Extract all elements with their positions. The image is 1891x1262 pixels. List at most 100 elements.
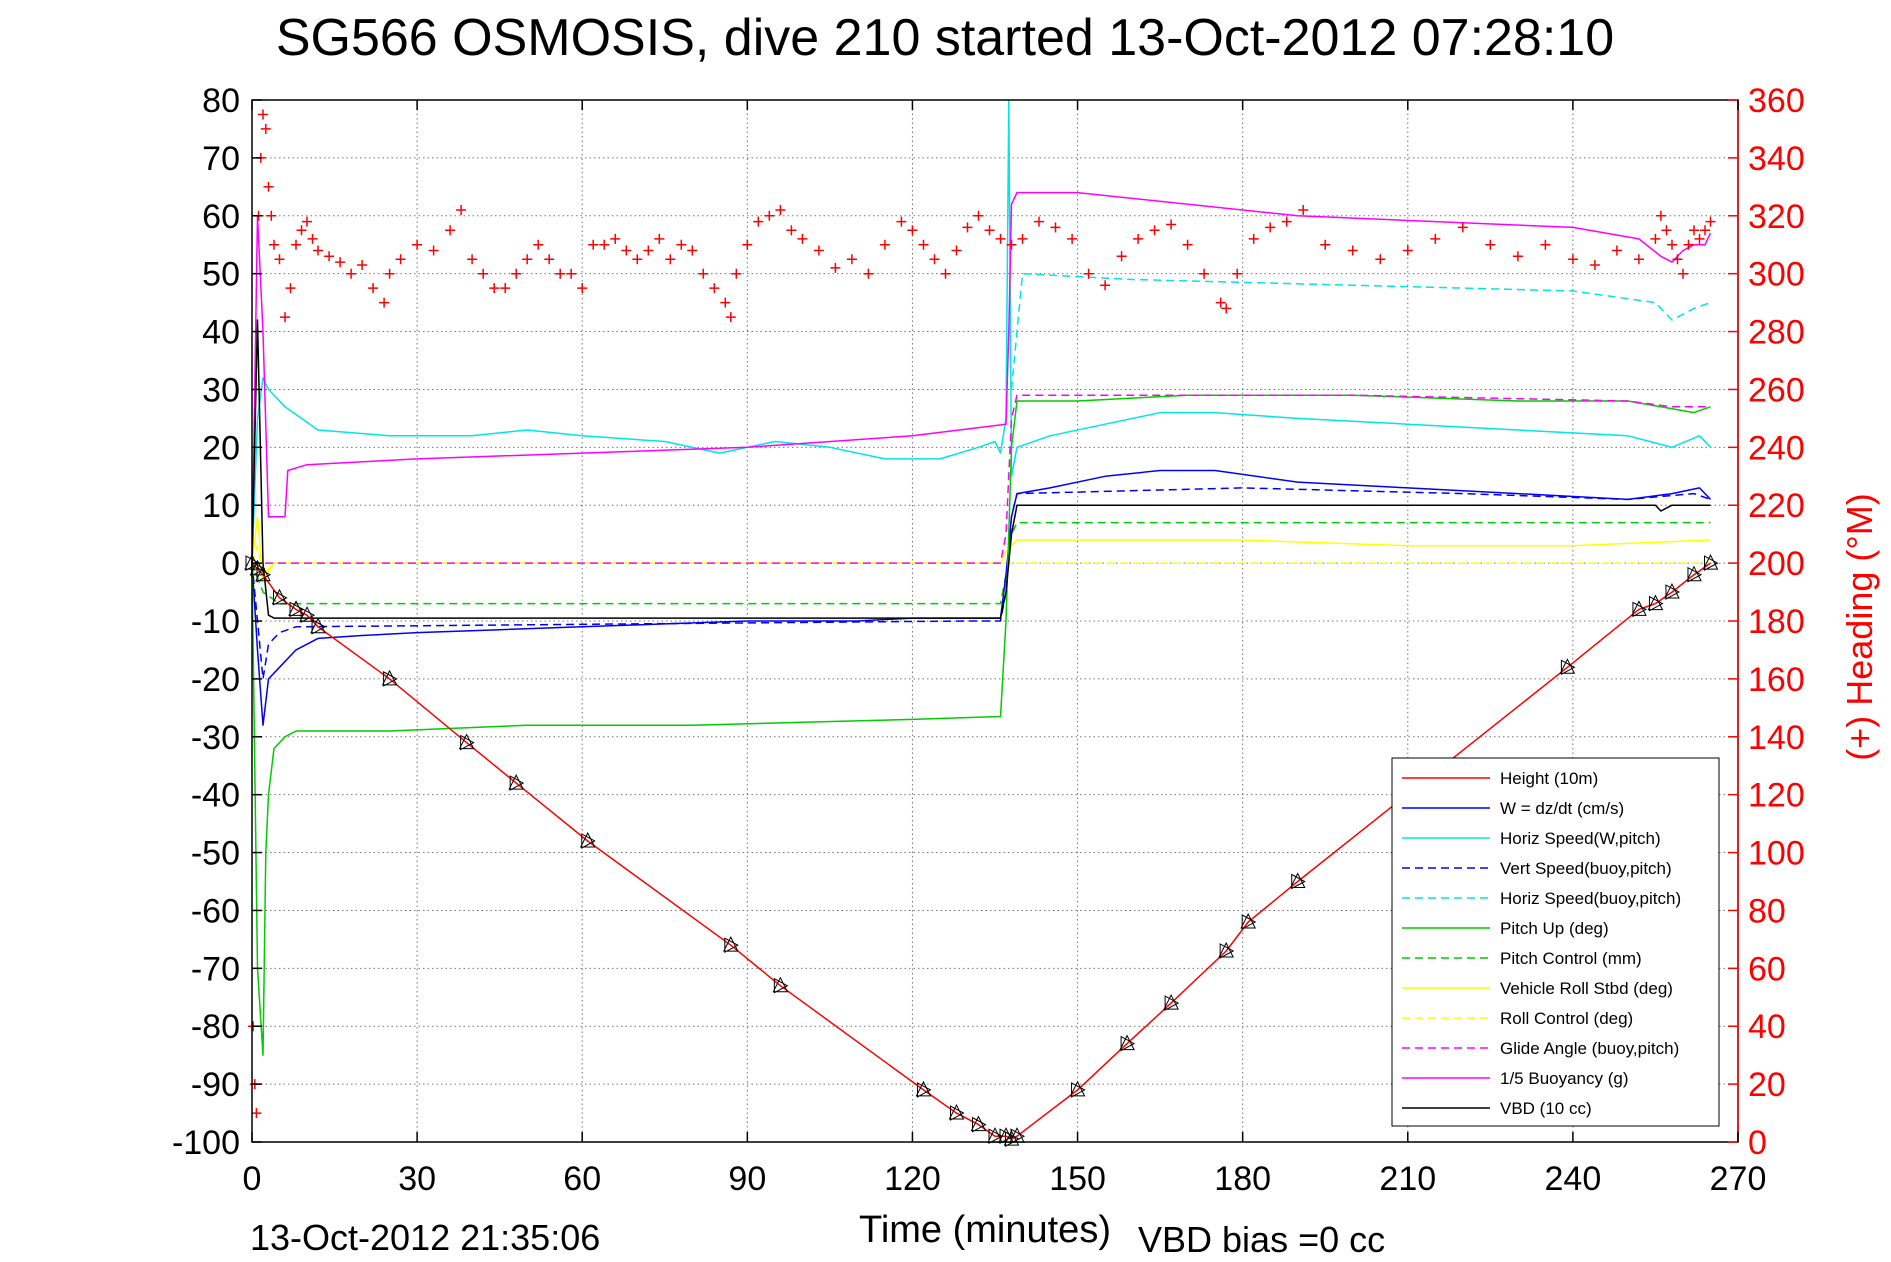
heading-point (995, 233, 1006, 244)
legend-label: Horiz Speed(buoy,pitch) (1500, 889, 1681, 908)
right-tick-label: 120 (1748, 777, 1805, 815)
legend-label: Vert Speed(buoy,pitch) (1500, 859, 1672, 878)
heading-point (1149, 225, 1160, 236)
heading-point (296, 225, 307, 236)
heading-point (742, 239, 753, 250)
y-tick-label: -70 (191, 950, 240, 988)
heading-point (1661, 225, 1672, 236)
y-tick-label: -100 (172, 1124, 240, 1162)
heading-point (720, 297, 731, 308)
heading-point (1232, 268, 1243, 279)
right-tick-label: 160 (1748, 661, 1805, 699)
heading-point (621, 245, 632, 256)
y-tick-label: 80 (202, 82, 240, 120)
heading-point (260, 123, 271, 134)
left-axis: 80 70 60 50 40 30 20 10 0 -10 -20 -30 -40 -50 -60 -70 -8… (172, 82, 262, 1162)
right-tick-label: 20 (1748, 1066, 1786, 1104)
heading-point (1667, 239, 1677, 250)
heading-point (1050, 222, 1061, 233)
heading-point (478, 268, 489, 279)
right-tick-label: 100 (1748, 835, 1805, 873)
legend-label: 1/5 Buoyancy (g) (1500, 1069, 1629, 1088)
heading-point (456, 205, 467, 215)
heading-point (566, 268, 577, 279)
x-tick-label: 30 (398, 1160, 436, 1198)
footer-timestamp: 13-Oct-2012 21:35:06 (250, 1217, 600, 1258)
heading-point (489, 283, 500, 294)
heading-point (428, 245, 439, 256)
heading-point (1320, 239, 1331, 250)
y-tick-label: -40 (191, 777, 240, 815)
legend-label: Roll Control (deg) (1500, 1009, 1633, 1028)
heading-point (274, 254, 285, 265)
heading-point (1375, 254, 1386, 265)
series-layer (248, 99, 1716, 1140)
heading-point (907, 225, 918, 236)
chart-title: SG566 OSMOSIS, dive 210 started 13-Oct-2… (276, 9, 1614, 67)
right-tick-label: 40 (1748, 1008, 1786, 1046)
heading-point (643, 245, 654, 256)
heading-point (1430, 233, 1441, 244)
depth-marker (1218, 941, 1235, 959)
depth-marker (310, 617, 327, 635)
depth-marker (271, 588, 288, 606)
heading-point (725, 312, 736, 323)
y-tick-label: 30 (202, 371, 240, 409)
heading-point (1485, 239, 1496, 250)
heading-point (709, 283, 720, 294)
series-roll-control-deg (251, 544, 1711, 576)
right-tick-label: 220 (1748, 487, 1805, 525)
heading-point (1689, 225, 1699, 236)
depth-marker (948, 1103, 965, 1121)
heading-point (1633, 254, 1644, 265)
legend-label: Pitch Control (mm) (1500, 949, 1642, 968)
heading-point (368, 283, 379, 294)
heading-point (1034, 216, 1044, 227)
heading-point (1678, 268, 1688, 279)
x-tick-label: 0 (243, 1160, 262, 1198)
y-tick-label: -30 (191, 719, 240, 757)
heading-point (357, 260, 368, 270)
heading-point (511, 268, 522, 279)
x-axis: 0 30 60 90 120 150 180 210 240 270 (243, 100, 1767, 1198)
heading-point (324, 251, 335, 262)
y-tick-label: 0 (221, 545, 240, 583)
heading-point (896, 216, 907, 227)
right-axis: 3603403203002802602402202001801601401201… (1728, 82, 1805, 1162)
heading-point (962, 222, 973, 233)
heading-point (1540, 239, 1551, 250)
series-1-5-buoyancy-g (251, 191, 1712, 564)
depth-marker (1686, 565, 1703, 583)
heading-point (1347, 245, 1358, 256)
right-tick-label: 280 (1748, 314, 1805, 352)
right-tick-label: 140 (1748, 719, 1805, 757)
x-tick-label: 270 (1710, 1160, 1767, 1198)
heading-point (813, 245, 824, 256)
right-tick-label: 180 (1748, 603, 1805, 641)
right-tick-label: 80 (1748, 892, 1786, 930)
heading-point (335, 257, 346, 268)
y-tick-label: 70 (202, 140, 240, 178)
heading-point (951, 245, 962, 256)
heading-point (1700, 225, 1710, 236)
heading-point (346, 268, 357, 279)
x-tick-label: 120 (884, 1160, 941, 1198)
depth-marker (772, 976, 789, 994)
right-tick-label: 240 (1748, 429, 1805, 467)
heading-point (467, 254, 478, 265)
heading-point (1281, 216, 1292, 227)
heading-point (632, 254, 643, 265)
heading-point (1694, 233, 1705, 244)
y-tick-label: 10 (202, 487, 240, 525)
depth-marker (299, 606, 316, 624)
x-tick-label: 210 (1379, 1160, 1436, 1198)
heading-point (1567, 254, 1578, 265)
series-horiz-speed-w-pitch (251, 99, 1712, 564)
depth-marker (508, 773, 525, 791)
legend-label: VBD (10 cc) (1500, 1099, 1592, 1118)
heading-point (654, 233, 665, 244)
y-tick-label: 40 (202, 314, 240, 352)
heading-point (1006, 239, 1017, 250)
x-tick-label: 240 (1545, 1160, 1602, 1198)
